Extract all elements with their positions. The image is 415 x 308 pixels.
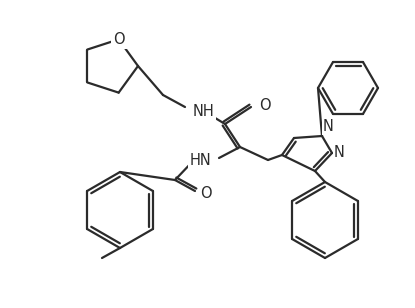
Text: O: O [200,187,212,201]
Text: N: N [334,144,345,160]
Text: N: N [323,119,334,134]
Text: O: O [259,98,271,112]
Text: O: O [113,32,124,47]
Text: HN: HN [189,152,211,168]
Text: NH: NH [193,103,215,119]
